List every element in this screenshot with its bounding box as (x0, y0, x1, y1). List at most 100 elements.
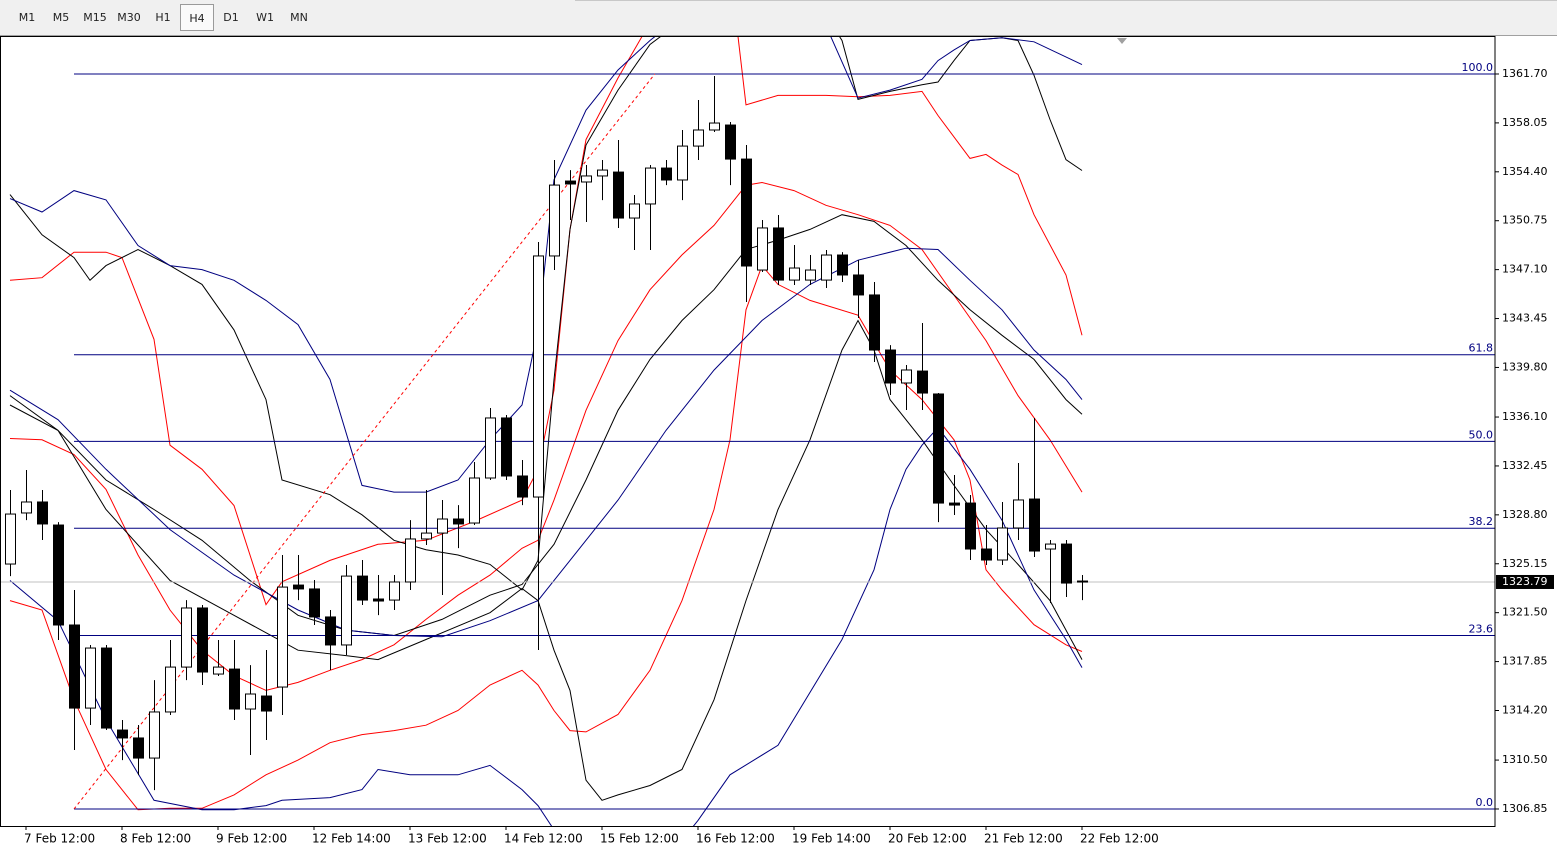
candle-body (789, 267, 800, 281)
candle-body (1013, 499, 1024, 529)
candle-body (901, 369, 912, 384)
indicator-line (9, 181, 1083, 691)
candle-body (933, 393, 944, 504)
candle-body (837, 254, 848, 276)
timeframe-button[interactable]: M30 (117, 11, 141, 24)
candle-body (1077, 580, 1088, 583)
candle-body (741, 158, 752, 267)
timeframe-button[interactable]: W1 (256, 11, 274, 24)
fib-level-label: 61.8 (1469, 342, 1494, 355)
chart-background (0, 36, 1557, 854)
indicator-line (9, 37, 1083, 606)
candle-body (213, 666, 224, 675)
candle-body (1061, 543, 1072, 584)
candle-body (693, 129, 704, 147)
candle-body (517, 475, 528, 498)
timeframe-button[interactable]: M1 (18, 11, 36, 24)
candle-body (725, 124, 736, 160)
plot-area (0, 37, 1495, 826)
timeframe-button[interactable]: MN (290, 11, 308, 24)
candle-body (949, 502, 960, 506)
candle-body (373, 598, 384, 602)
candle-body (885, 349, 896, 384)
candle-body (773, 227, 784, 281)
y-tick-label: 1317.85 (1502, 655, 1548, 668)
candle-body (549, 184, 560, 257)
indicator-line (9, 426, 1083, 826)
fib-level-label: 23.6 (1469, 622, 1494, 635)
y-tick-label: 1325.15 (1502, 557, 1548, 570)
y-tick-label: 1361.70 (1502, 67, 1548, 80)
candle-body (133, 737, 144, 759)
x-tick-label: 12 Feb 14:00 (312, 832, 391, 846)
timeframe-button[interactable]: M5 (52, 11, 70, 24)
timeframe-button[interactable]: H4 (180, 4, 214, 31)
candle-body (389, 581, 400, 601)
candle-body (821, 254, 832, 281)
x-tick-label: 8 Feb 12:00 (120, 832, 191, 846)
candle-body (1029, 498, 1040, 552)
y-tick-label: 1347.10 (1502, 263, 1548, 276)
fib-level-label: 50.0 (1469, 428, 1494, 441)
candle-body (357, 575, 368, 601)
candle-body (565, 180, 576, 185)
candle-body (645, 167, 656, 205)
indicator-line (9, 37, 1083, 493)
fib-level-label: 100.0 (1462, 61, 1494, 74)
candle-body (869, 294, 880, 351)
x-tick-label: 21 Feb 12:00 (984, 832, 1063, 846)
x-tick-label: 14 Feb 12:00 (504, 832, 583, 846)
y-tick-label: 1328.80 (1502, 508, 1548, 521)
candle-body (757, 227, 768, 271)
candle-body (917, 370, 928, 394)
plot-frame (0, 36, 1496, 827)
y-tick-label: 1343.45 (1502, 312, 1548, 325)
last-price-box (1496, 574, 1554, 589)
candle-body (69, 624, 80, 709)
indicator-line (9, 247, 1083, 638)
fib-level-label: 0.0 (1476, 796, 1494, 809)
fib-level-label: 38.2 (1469, 515, 1494, 528)
candle-body (277, 586, 288, 688)
candle-body (261, 695, 272, 712)
y-tick-label: 1358.05 (1502, 116, 1548, 129)
x-tick-label: 22 Feb 12:00 (1080, 832, 1159, 846)
candle-body (309, 588, 320, 618)
x-tick-label: 9 Feb 12:00 (216, 832, 287, 846)
x-tick-label: 13 Feb 12:00 (408, 832, 487, 846)
indicator-line (9, 319, 1083, 801)
candle-body (85, 647, 96, 709)
timeframe-button[interactable]: M15 (83, 11, 107, 24)
candle-body (181, 607, 192, 668)
y-tick-label: 1310.50 (1502, 753, 1548, 766)
candle-body (677, 145, 688, 181)
timeframe-button[interactable]: H1 (155, 11, 171, 24)
y-tick-label: 1336.10 (1502, 410, 1548, 423)
x-tick-label: 7 Feb 12:00 (24, 832, 95, 846)
candle-body (229, 668, 240, 710)
candle-body (629, 203, 640, 219)
candle-body (325, 616, 336, 646)
candle-body (165, 666, 176, 713)
candle-body (485, 417, 496, 479)
x-tick-label: 20 Feb 12:00 (888, 832, 967, 846)
y-tick-label: 1314.20 (1502, 703, 1548, 716)
x-tick-label: 19 Feb 14:00 (792, 832, 871, 846)
candle-body (341, 575, 352, 646)
candle-body (853, 274, 864, 296)
timeframe-button[interactable]: D1 (223, 11, 239, 24)
candle-body (661, 167, 672, 181)
x-tick-label: 15 Feb 12:00 (600, 832, 679, 846)
y-tick-label: 1306.85 (1502, 802, 1548, 815)
candle-body (805, 269, 816, 281)
candle-body (533, 255, 544, 498)
candle-body (5, 513, 16, 565)
candle-body (709, 122, 720, 131)
candle-body (421, 532, 432, 540)
x-tick-label: 16 Feb 12:00 (696, 832, 775, 846)
candle-body (581, 175, 592, 183)
candle-body (53, 524, 64, 626)
candle-body (1045, 543, 1056, 550)
